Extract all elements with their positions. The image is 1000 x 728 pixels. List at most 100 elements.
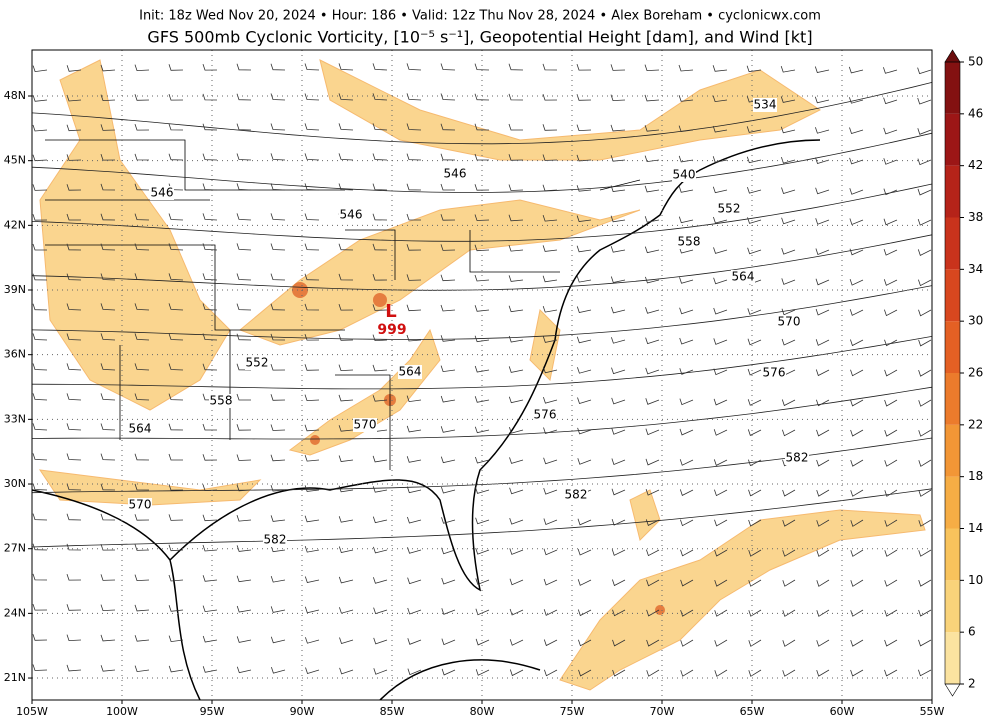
wind-barb [168,423,184,431]
contour-label-bg [753,98,777,112]
wind-barb [406,183,422,191]
wind-barb [508,184,524,191]
wind-barb [32,603,48,611]
wind-barb [168,635,184,643]
contour-label-bg [731,270,755,284]
wind-barb [850,459,864,467]
wind-barb [474,426,490,434]
wind-barb [202,183,218,191]
height-contour [31,336,933,390]
wind-barb [748,549,762,557]
wind-barb [440,456,456,464]
wind-barb [134,64,150,72]
wind-barb [305,667,320,674]
wind-barb [134,123,150,131]
x-tick-label: 95W [200,705,225,718]
wind-barb [816,459,830,467]
wind-barb [883,127,898,135]
wind-barb [918,609,932,617]
wind-barb [748,669,762,677]
wind-barb [917,218,932,226]
wind-barb [338,63,354,71]
header-info: Init: 18z Wed Nov 20, 2024 • Hour: 186 •… [139,9,821,24]
vorticity-area [529,308,561,382]
wind-barb [304,515,320,523]
wind-barb [849,218,864,226]
wind-barb [236,213,252,221]
wind-barb [372,153,388,161]
colorbar-tick-label: 10 [968,573,983,587]
wind-barb [508,154,524,161]
wind-barb [782,489,796,497]
wind-barb [32,483,48,491]
wind-barb [372,273,388,281]
wind-barb [339,637,354,644]
wind-barb [917,158,932,166]
wind-barb [815,248,830,256]
wind-barb [781,338,796,346]
wind-barb [338,546,354,553]
wind-barb [680,669,694,677]
colorbar-tick-label: 26 [968,366,983,380]
wind-barb [815,157,830,164]
wind-barb [236,333,252,341]
wind-barb [849,127,864,134]
wind-barb [816,519,830,527]
wind-barb [304,63,320,71]
colorbar-tick-label: 38 [968,210,983,224]
wind-barb [168,64,184,71]
wind-barb [782,609,796,617]
wind-barb [816,609,830,617]
wind-barb [100,183,116,191]
wind-barb [544,669,558,677]
wind-barb [678,216,694,224]
y-tick-label: 36N [4,348,26,361]
wind-barb [32,243,47,251]
wind-barb [407,516,422,524]
wind-barb [66,604,82,611]
wind-barb [508,366,524,373]
wind-barb [815,339,830,346]
wind-barb [645,428,660,436]
wind-barb [202,635,218,643]
wind-barb [236,484,252,492]
wind-barb [542,366,558,374]
wind-barb [440,395,456,403]
wind-barb [610,64,626,71]
wind-barb [66,483,82,491]
wind-barb [372,183,388,191]
wind-barb [781,247,796,255]
wind-barb [202,575,218,582]
wind-barb [338,425,354,432]
wind-barb [850,489,864,497]
wind-barb [543,457,558,465]
wind-barb [440,63,456,71]
wind-barb [100,303,116,311]
wind-barb [372,63,388,71]
wind-barb [714,639,728,647]
wind-barb [645,337,660,345]
wind-barb [782,549,796,557]
wind-barb [270,213,286,221]
wind-barb [850,339,864,347]
wind-barb [475,517,490,525]
contour-label-bg [245,356,269,370]
wind-barb [543,578,558,586]
wind-barb [543,487,558,495]
wind-barb [474,93,490,101]
wind-barb [202,454,218,461]
colorbar-tick-label: 6 [968,625,976,639]
wind-barb [236,514,252,522]
wind-barb [850,549,864,557]
wind-barb [304,123,320,131]
wind-barb [168,333,184,341]
wind-barb [32,423,48,431]
wind-barb [678,95,694,102]
wind-barb [542,305,558,313]
wind-barb [611,397,626,405]
contour-label-bg [353,418,377,432]
colorbar-segment [945,632,960,684]
wind-barb [646,669,660,677]
vorticity-area [629,489,661,541]
wind-barb [32,95,48,102]
